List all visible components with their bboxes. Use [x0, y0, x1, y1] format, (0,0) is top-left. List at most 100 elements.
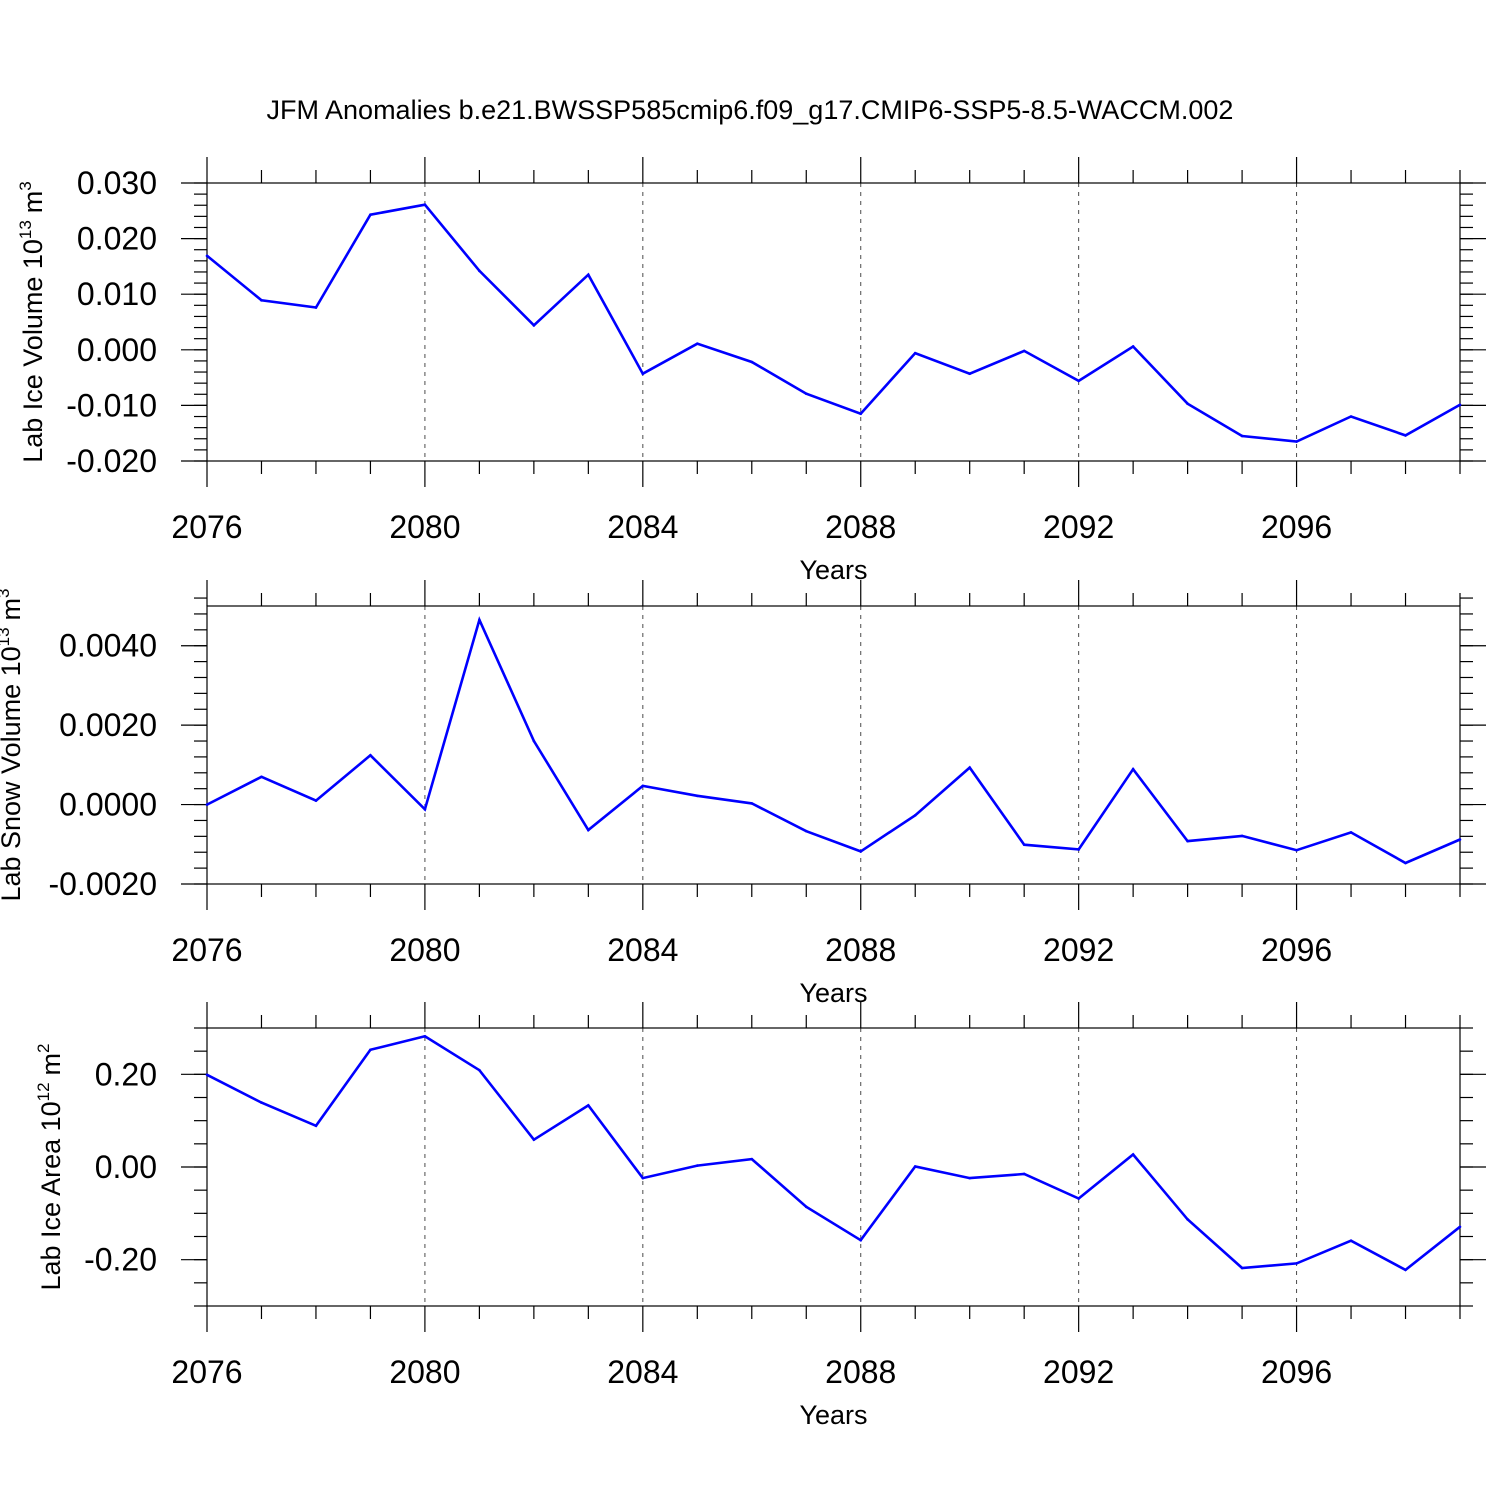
x-tick-label: 2076 — [171, 932, 242, 968]
panel-ice-volume: -0.020 -0.010 0.000 0.010 0.020 0.030 2076 2080… — [16, 157, 1486, 585]
data-point — [913, 1165, 917, 1168]
x-tick-label: 2084 — [607, 509, 678, 545]
data-point — [369, 754, 372, 757]
y-tick-label: 0.0000 — [59, 787, 157, 823]
data-point — [968, 766, 971, 769]
y-tick-label: 0.20 — [95, 1056, 157, 1092]
y-axis-title: Lab Snow Volume 1013 m3 — [0, 588, 26, 901]
data-point — [750, 360, 754, 364]
data-point — [532, 324, 536, 327]
data-point — [1404, 861, 1407, 865]
y-axis-title-unit-exponent: 3 — [0, 588, 13, 597]
y-axis-title-text: Lab Ice Volume 10 — [18, 239, 48, 463]
plot-frame — [206, 605, 1461, 885]
data-point — [1295, 1262, 1298, 1265]
data-point — [804, 829, 808, 833]
data-point — [1240, 434, 1244, 438]
data-point — [205, 803, 209, 806]
y-tick-label: -0.020 — [66, 443, 157, 479]
series-line-ice-area — [206, 1034, 1461, 1272]
data-point — [750, 1157, 754, 1161]
data-point — [696, 1164, 699, 1167]
x-tick-label: 2088 — [825, 1354, 896, 1390]
data-point — [1186, 402, 1189, 406]
data-point — [1349, 415, 1353, 418]
y-axis-title-unit-exponent: 2 — [34, 1043, 53, 1052]
data-point — [478, 269, 481, 273]
data-point — [369, 213, 372, 216]
data-point — [804, 392, 808, 396]
y-axis-title-unit-exponent: 3 — [16, 181, 35, 190]
x-tick-label: 2096 — [1261, 1354, 1332, 1390]
data-point — [1077, 1197, 1080, 1200]
data-point — [913, 813, 917, 817]
data-point — [1458, 838, 1462, 841]
data-point — [369, 1048, 372, 1052]
data-point — [1131, 345, 1135, 348]
y-tick-label: -0.20 — [84, 1242, 157, 1278]
x-axis-title: Years — [799, 1400, 867, 1430]
x-tick-label: 2096 — [1261, 509, 1332, 545]
data-point — [1295, 440, 1298, 443]
y-axis-title-exponent: 13 — [0, 627, 13, 646]
x-tick-label: 2076 — [171, 509, 242, 545]
data-point — [968, 1176, 971, 1180]
data-point — [696, 342, 699, 345]
data-point — [1077, 379, 1080, 383]
data-point — [532, 1138, 536, 1141]
data-point — [1349, 831, 1353, 834]
x-tick-label: 2076 — [171, 1354, 242, 1390]
data-point — [859, 1238, 863, 1242]
x-tick-label: 2084 — [607, 1354, 678, 1390]
data-point — [1240, 1266, 1244, 1270]
data-point — [1458, 403, 1462, 407]
data-point — [314, 306, 318, 309]
data-point — [804, 1205, 808, 1209]
data-point — [205, 254, 209, 258]
data-point — [260, 1101, 263, 1104]
y-tick-label: -0.0020 — [48, 866, 157, 902]
figure-title: JFM Anomalies b.e21.BWSSP585cmip6.f09_g1… — [267, 95, 1234, 125]
data-point — [913, 351, 917, 355]
plot-frame — [206, 182, 1461, 462]
data-point — [1022, 843, 1026, 846]
data-point — [859, 412, 863, 416]
x-tick-label: 2096 — [1261, 932, 1332, 968]
x-tick-label: 2084 — [607, 932, 678, 968]
data-point — [587, 273, 590, 277]
panels: -0.020 -0.010 0.000 0.010 0.020 0.030 2076 2080… — [0, 157, 1486, 1430]
y-axis-title: Lab Ice Area 1012 m2 — [34, 1043, 66, 1290]
data-point — [314, 1124, 318, 1128]
y-tick-label: 0.000 — [77, 332, 157, 368]
y-tick-label: 0.00 — [95, 1149, 157, 1185]
x-axis-title: Years — [799, 978, 867, 1008]
y-axis-title: Lab Ice Volume 1013 m3 — [16, 181, 48, 463]
data-point — [1022, 1172, 1026, 1176]
y-tick-label: 0.030 — [77, 165, 157, 201]
y-tick-label: 0.0040 — [59, 628, 157, 664]
y-axis-title-text: Lab Snow Volume 10 — [0, 646, 26, 901]
x-tick-label: 2080 — [389, 1354, 460, 1390]
data-point — [968, 372, 971, 376]
x-tick-label: 2080 — [389, 932, 460, 968]
series-line-snow-volume — [206, 616, 1461, 865]
x-tick-label: 2092 — [1043, 932, 1114, 968]
data-point — [478, 1068, 481, 1072]
x-tick-label: 2088 — [825, 509, 896, 545]
x-tick-label: 2080 — [389, 509, 460, 545]
y-tick-label: 0.0020 — [59, 707, 157, 743]
data-point — [478, 618, 481, 622]
data-point — [587, 828, 590, 832]
data-point — [205, 1073, 209, 1077]
data-point — [641, 784, 645, 788]
data-point — [1295, 848, 1298, 852]
data-point — [587, 1104, 590, 1107]
data-point — [859, 850, 863, 853]
x-tick-label: 2092 — [1043, 509, 1114, 545]
y-tick-label: 0.010 — [77, 276, 157, 312]
x-axis-title: Years — [799, 555, 867, 585]
data-point — [1240, 834, 1244, 838]
data-point — [1131, 1153, 1135, 1156]
y-axis-title-unit: m — [0, 598, 26, 621]
